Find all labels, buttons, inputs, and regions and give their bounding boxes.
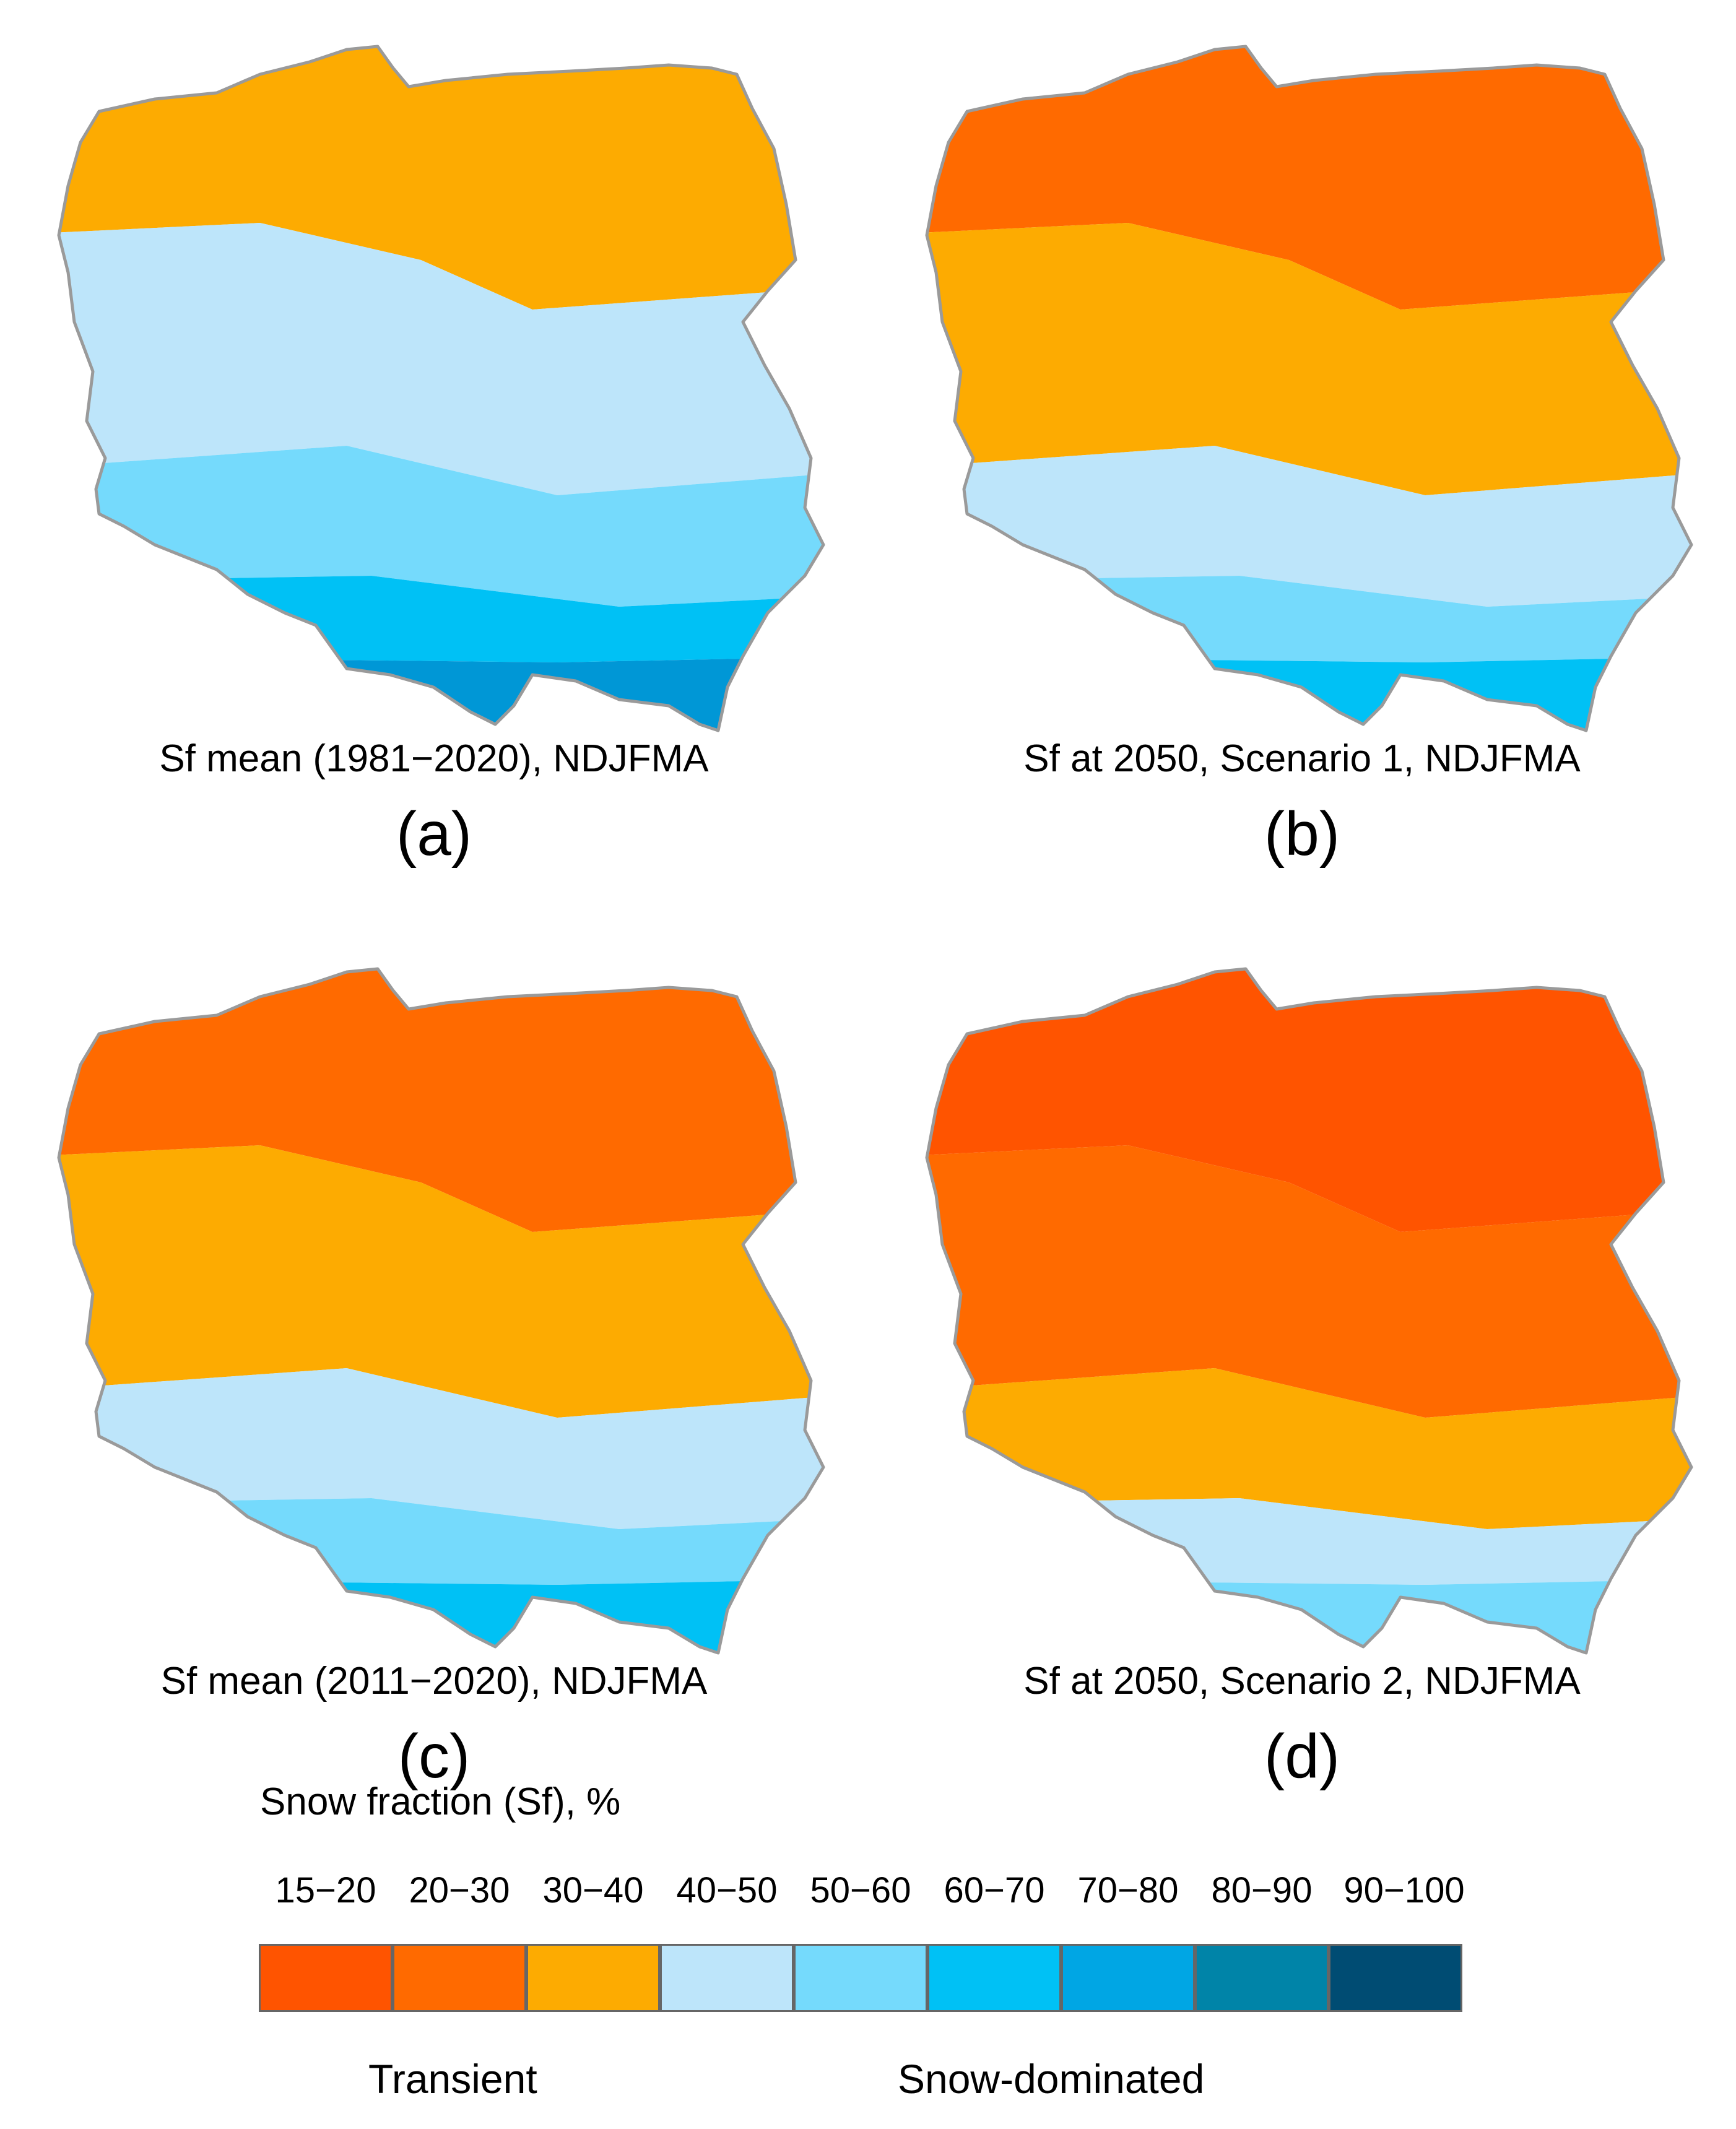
caption-d: Sf at 2050, Scenario 2, NDJFMA [1023, 1660, 1581, 1702]
legend-bin-label: 90−100 [1343, 1870, 1465, 1910]
legend-bin-label: 60−70 [944, 1870, 1045, 1910]
snow-fraction-zones [59, 969, 823, 1653]
zone-2 [59, 1368, 823, 1529]
country-border [57, 45, 825, 732]
legend-swatch [526, 1944, 660, 2012]
legend-swatch [393, 1944, 526, 2012]
legend-swatch [794, 1944, 927, 2012]
zone-2 [59, 446, 823, 607]
panel-b: Sf at 2050, Scenario 1, NDJFMA (b) [868, 0, 1736, 916]
legend-swatch [927, 1944, 1061, 2012]
snow-fraction-zones [927, 969, 1691, 1653]
legend-bin-label: 20−30 [409, 1870, 510, 1910]
panel-a: Sf mean (1981−2020), NDJFMA (a) [0, 0, 868, 916]
legend-bin-label: 70−80 [1077, 1870, 1179, 1910]
country-border [925, 967, 1693, 1655]
legend-swatch [660, 1944, 794, 2012]
zone-2 [927, 446, 1691, 607]
caption-c: Sf mean (2011−2020), NDJFMA [160, 1660, 708, 1702]
panel-c: Sf mean (2011−2020), NDJFMA (c) [0, 922, 868, 1839]
legend-high-label: Snow-dominated [898, 2056, 1205, 2102]
caption-b: Sf at 2050, Scenario 1, NDJFMA [1023, 737, 1581, 780]
letter-b: (b) [1264, 799, 1340, 869]
legend-swatch [1061, 1944, 1195, 2012]
letter-a: (a) [396, 799, 472, 869]
zone-1 [59, 1145, 823, 1418]
country-border [57, 967, 825, 1655]
snow-fraction-zones [59, 46, 823, 731]
map-a [57, 45, 825, 732]
legend-bin-label: 50−60 [810, 1870, 911, 1910]
legend-low-label: Transient [368, 2056, 537, 2102]
snow-fraction-zones [927, 46, 1691, 731]
country-border [925, 45, 1693, 732]
map-b [925, 45, 1693, 732]
legend-bin-label: 30−40 [542, 1870, 644, 1910]
caption-a: Sf mean (1981−2020), NDJFMA [159, 737, 709, 780]
legend-swatch [1329, 1944, 1462, 2012]
legend-bin-label: 80−90 [1211, 1870, 1313, 1910]
letter-d: (d) [1264, 1722, 1340, 1791]
zone-2 [927, 1368, 1691, 1529]
panel-d: Sf at 2050, Scenario 2, NDJFMA (d) [868, 922, 1736, 1839]
legend-swatch [1195, 1944, 1329, 2012]
map-c [57, 967, 825, 1655]
legend-title: Snow fraction (Sf), % [260, 1780, 621, 1823]
legend-bin-label: 40−50 [676, 1870, 778, 1910]
zone-1 [927, 223, 1691, 495]
zone-1 [927, 1145, 1691, 1418]
legend-bin-label: 15−20 [275, 1870, 376, 1910]
legend-swatch [259, 1944, 393, 2012]
zone-1 [59, 223, 823, 495]
map-d [925, 967, 1693, 1655]
letter-c: (c) [397, 1722, 471, 1791]
